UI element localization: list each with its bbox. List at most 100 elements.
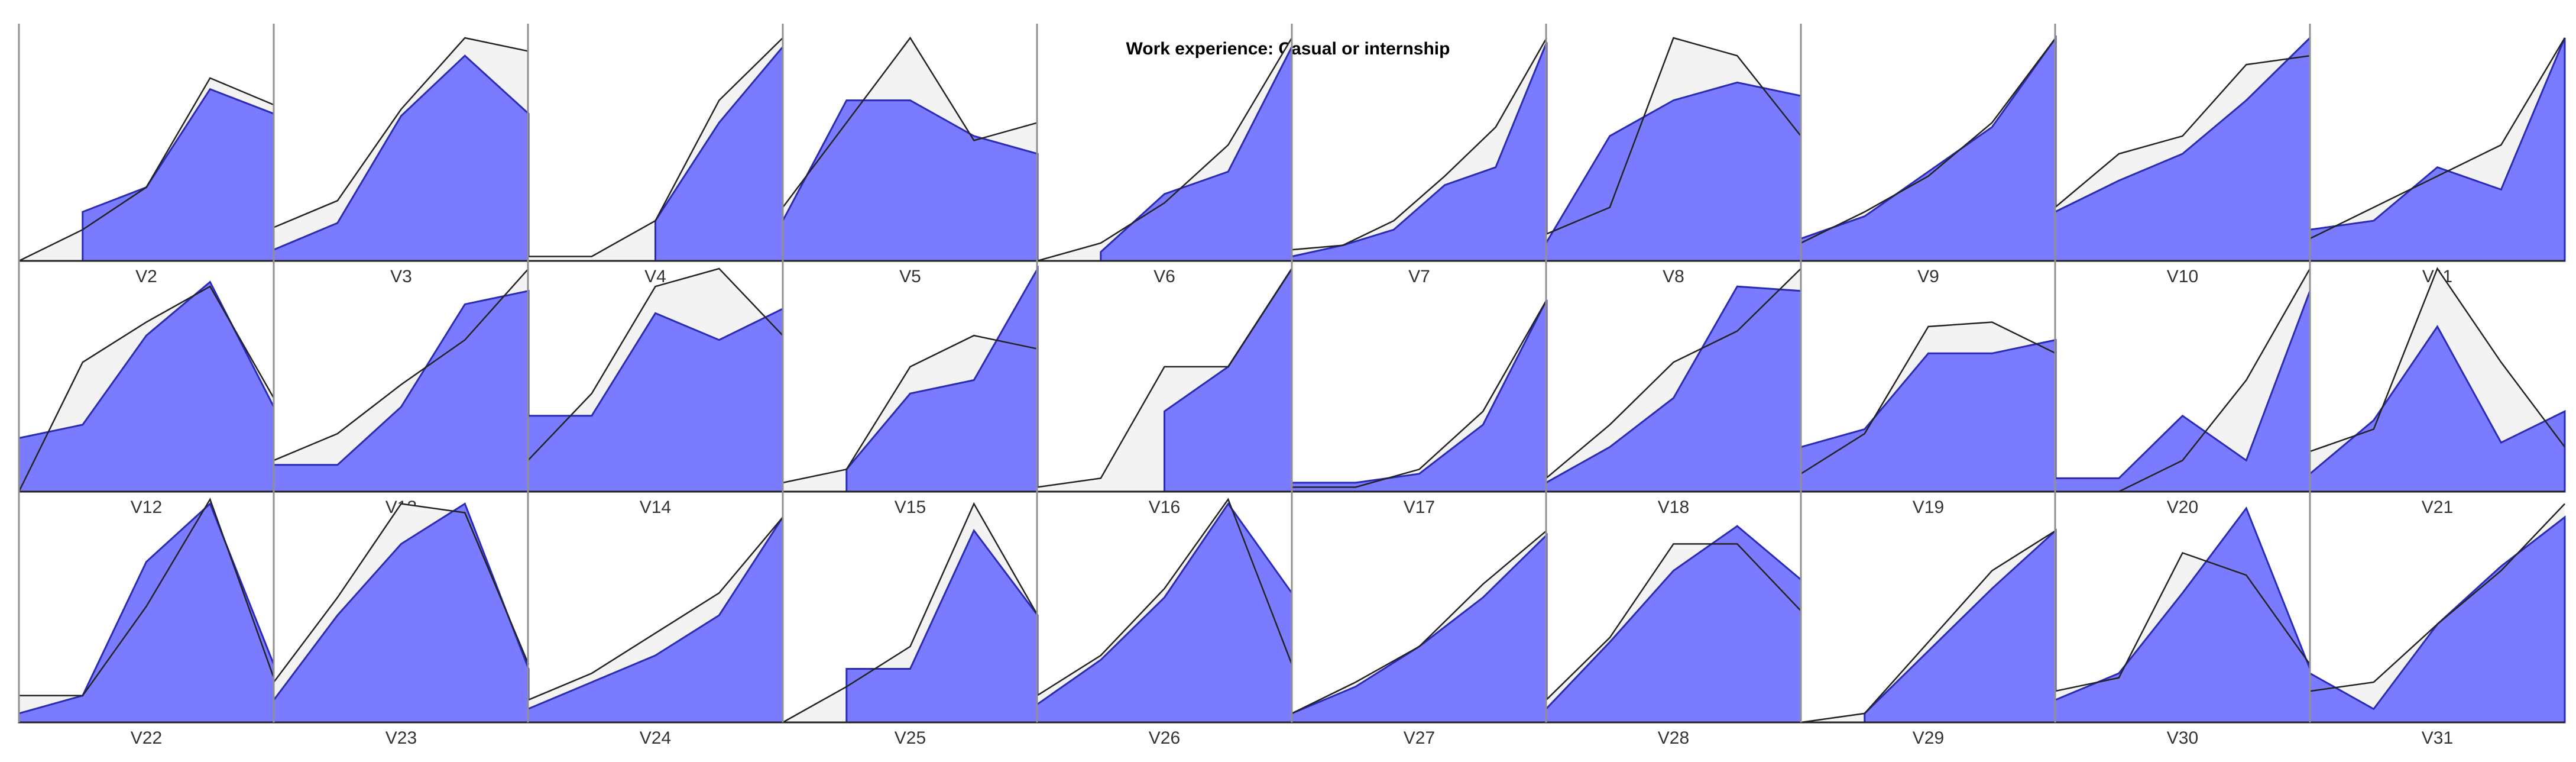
panel-label: V15 — [894, 498, 926, 517]
panel-v19: V19 — [1800, 254, 2057, 527]
panel-v5: V5 — [782, 24, 1039, 296]
series-area — [82, 88, 275, 262]
reference-line — [1291, 529, 1547, 715]
series-area — [18, 502, 275, 724]
panel-plot — [273, 24, 530, 262]
panel-label: V22 — [130, 728, 163, 748]
reference-line — [2309, 267, 2565, 453]
reference-line — [2055, 551, 2311, 692]
panel-plot — [1800, 24, 2057, 262]
reference-area — [2055, 269, 2310, 492]
panel-plot — [1545, 254, 1802, 493]
panel-plot — [2054, 24, 2311, 262]
panel-v15: V15 — [782, 254, 1039, 527]
series-area — [2054, 506, 2311, 724]
panel-v11: V11 — [2309, 24, 2566, 296]
panel-v2: V2 — [18, 24, 275, 296]
reference-line — [1545, 268, 1801, 479]
panel-label: V23 — [385, 728, 417, 748]
panel-label: V9 — [1917, 267, 1939, 286]
panel-plot — [273, 254, 530, 493]
panel-plot — [273, 485, 530, 724]
panel-v3: V3 — [273, 24, 530, 296]
panel-label: V16 — [1148, 498, 1181, 517]
panel-v28: V28 — [1545, 485, 1802, 758]
reference-line — [1036, 498, 1293, 696]
reference-line — [782, 36, 1038, 208]
reference-line — [273, 503, 530, 683]
panel-label: V8 — [1663, 267, 1684, 286]
panel-plot — [1800, 485, 2057, 724]
panel-v20: V20 — [2054, 254, 2311, 527]
series-area — [1800, 338, 2057, 493]
series-area — [1291, 299, 1548, 493]
reference-line — [782, 502, 1039, 724]
series-area — [1545, 81, 1802, 262]
reference-line — [1545, 543, 1801, 701]
reference-line — [1800, 529, 2056, 724]
reference-line — [1292, 299, 1548, 488]
reference-line — [273, 268, 529, 461]
panel-label: V28 — [1657, 728, 1690, 748]
series-area — [2309, 325, 2566, 493]
panel-plot — [1545, 485, 1802, 724]
reference-line — [1291, 37, 1548, 251]
reference-line — [527, 516, 783, 701]
series-area — [654, 44, 784, 262]
reference-line — [782, 334, 1038, 484]
panel-plot — [782, 485, 1039, 724]
panel-v16: V16 — [1036, 254, 1293, 527]
panel-plot — [1036, 485, 1293, 724]
series-area — [1800, 35, 2057, 262]
reference-line — [2309, 503, 2565, 692]
panel-v4: V4 — [527, 24, 784, 296]
panel-plot — [18, 24, 275, 262]
reference-line — [19, 498, 275, 697]
series-area — [2054, 290, 2311, 493]
series-area — [527, 307, 784, 493]
panel-label: V17 — [1403, 498, 1436, 517]
reference-line — [18, 285, 275, 492]
reference-line — [1036, 37, 1293, 262]
panel-label: V6 — [1153, 267, 1175, 286]
series-area — [782, 99, 1039, 262]
panel-plot — [1545, 24, 1802, 262]
series-area — [1864, 528, 2057, 724]
series-area — [1100, 46, 1293, 262]
panel-v10: V10 — [2054, 24, 2311, 296]
panel-plot — [2054, 254, 2311, 493]
reference-line — [1800, 37, 2056, 244]
reference-line — [1036, 268, 1293, 488]
panel-v18: V18 — [1545, 254, 1802, 527]
panel-v29: V29 — [1800, 485, 2057, 758]
panel-plot — [527, 24, 784, 262]
panel-v31: V31 — [2309, 485, 2566, 758]
panel-label: V25 — [894, 728, 926, 748]
panel-v9: V9 — [1800, 24, 2057, 296]
series-area — [1036, 502, 1293, 724]
series-area — [2309, 37, 2566, 262]
panel-v30: V30 — [2054, 485, 2311, 758]
panel-v21: V21 — [2309, 254, 2566, 527]
panel-plot — [2309, 485, 2566, 724]
panel-plot — [1291, 254, 1548, 493]
panel-v23: V23 — [273, 485, 530, 758]
reference-line — [18, 77, 274, 262]
series-area — [18, 280, 275, 493]
panel-label: V30 — [2166, 728, 2199, 748]
panel-label: V2 — [135, 267, 157, 286]
panel-v17: V17 — [1291, 254, 1548, 527]
panel-plot — [2309, 254, 2566, 493]
panel-v26: V26 — [1036, 485, 1293, 758]
reference-line — [1545, 37, 1801, 235]
panel-plot — [18, 485, 275, 724]
panel-label: V20 — [2166, 498, 2199, 517]
panel-label: V21 — [2421, 498, 2454, 517]
panel-label: V18 — [1657, 498, 1690, 517]
panel-v6: V6 — [1036, 24, 1293, 296]
panel-label: V29 — [1912, 728, 1945, 748]
panel-plot — [1036, 24, 1293, 262]
panel-label: V12 — [130, 498, 163, 517]
panel-v24: V24 — [527, 485, 784, 758]
